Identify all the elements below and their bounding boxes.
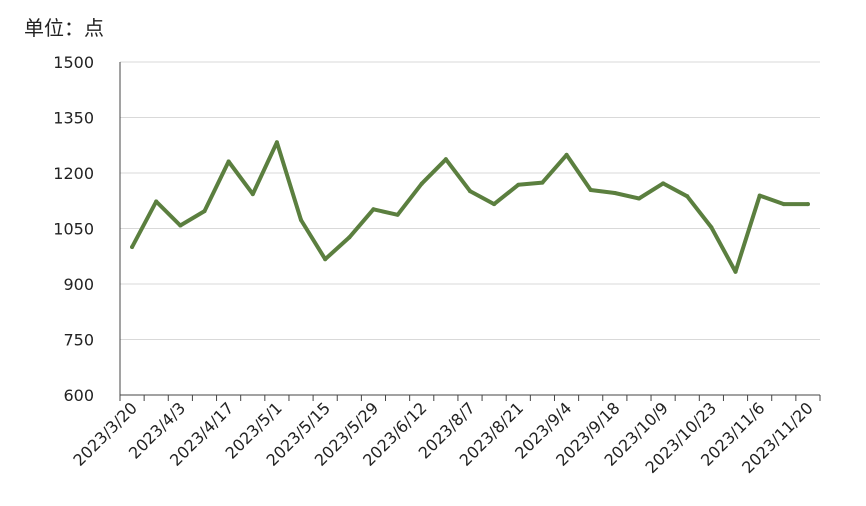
data-point [226,159,231,164]
data-point [612,190,617,195]
data-point [685,194,690,199]
data-point [202,209,207,214]
data-point [130,245,135,249]
data-point [250,192,255,197]
data-point [636,196,641,201]
series-line [130,140,810,274]
data-point [371,207,376,212]
data-point [347,235,352,240]
data-point [588,188,593,193]
data-point [299,217,304,222]
data-point [540,180,545,185]
data-point [395,212,400,217]
data-point [781,202,786,207]
x-tick-label: 2023/3/20 [69,398,140,469]
data-point [419,181,424,186]
data-point [178,223,183,228]
y-tick-label: 900 [63,275,94,294]
data-point [443,157,448,162]
unit-label: 单位：点 [24,16,104,40]
y-tick-label: 750 [63,331,94,350]
y-tick-label: 1350 [53,109,94,128]
data-point [733,269,738,274]
data-point [709,225,714,230]
y-tick-label: 1200 [53,164,94,183]
data-point [274,140,279,145]
data-point [757,193,762,198]
y-tick-label: 1050 [53,220,94,239]
data-point [805,202,810,207]
data-point [516,182,521,187]
data-point [661,181,666,186]
data-point [564,152,569,157]
data-point [492,202,497,207]
y-tick-label: 600 [63,386,94,405]
data-point [468,189,472,194]
y-tick-label: 1500 [53,53,94,72]
data-point [323,257,328,262]
data-point [154,199,159,204]
